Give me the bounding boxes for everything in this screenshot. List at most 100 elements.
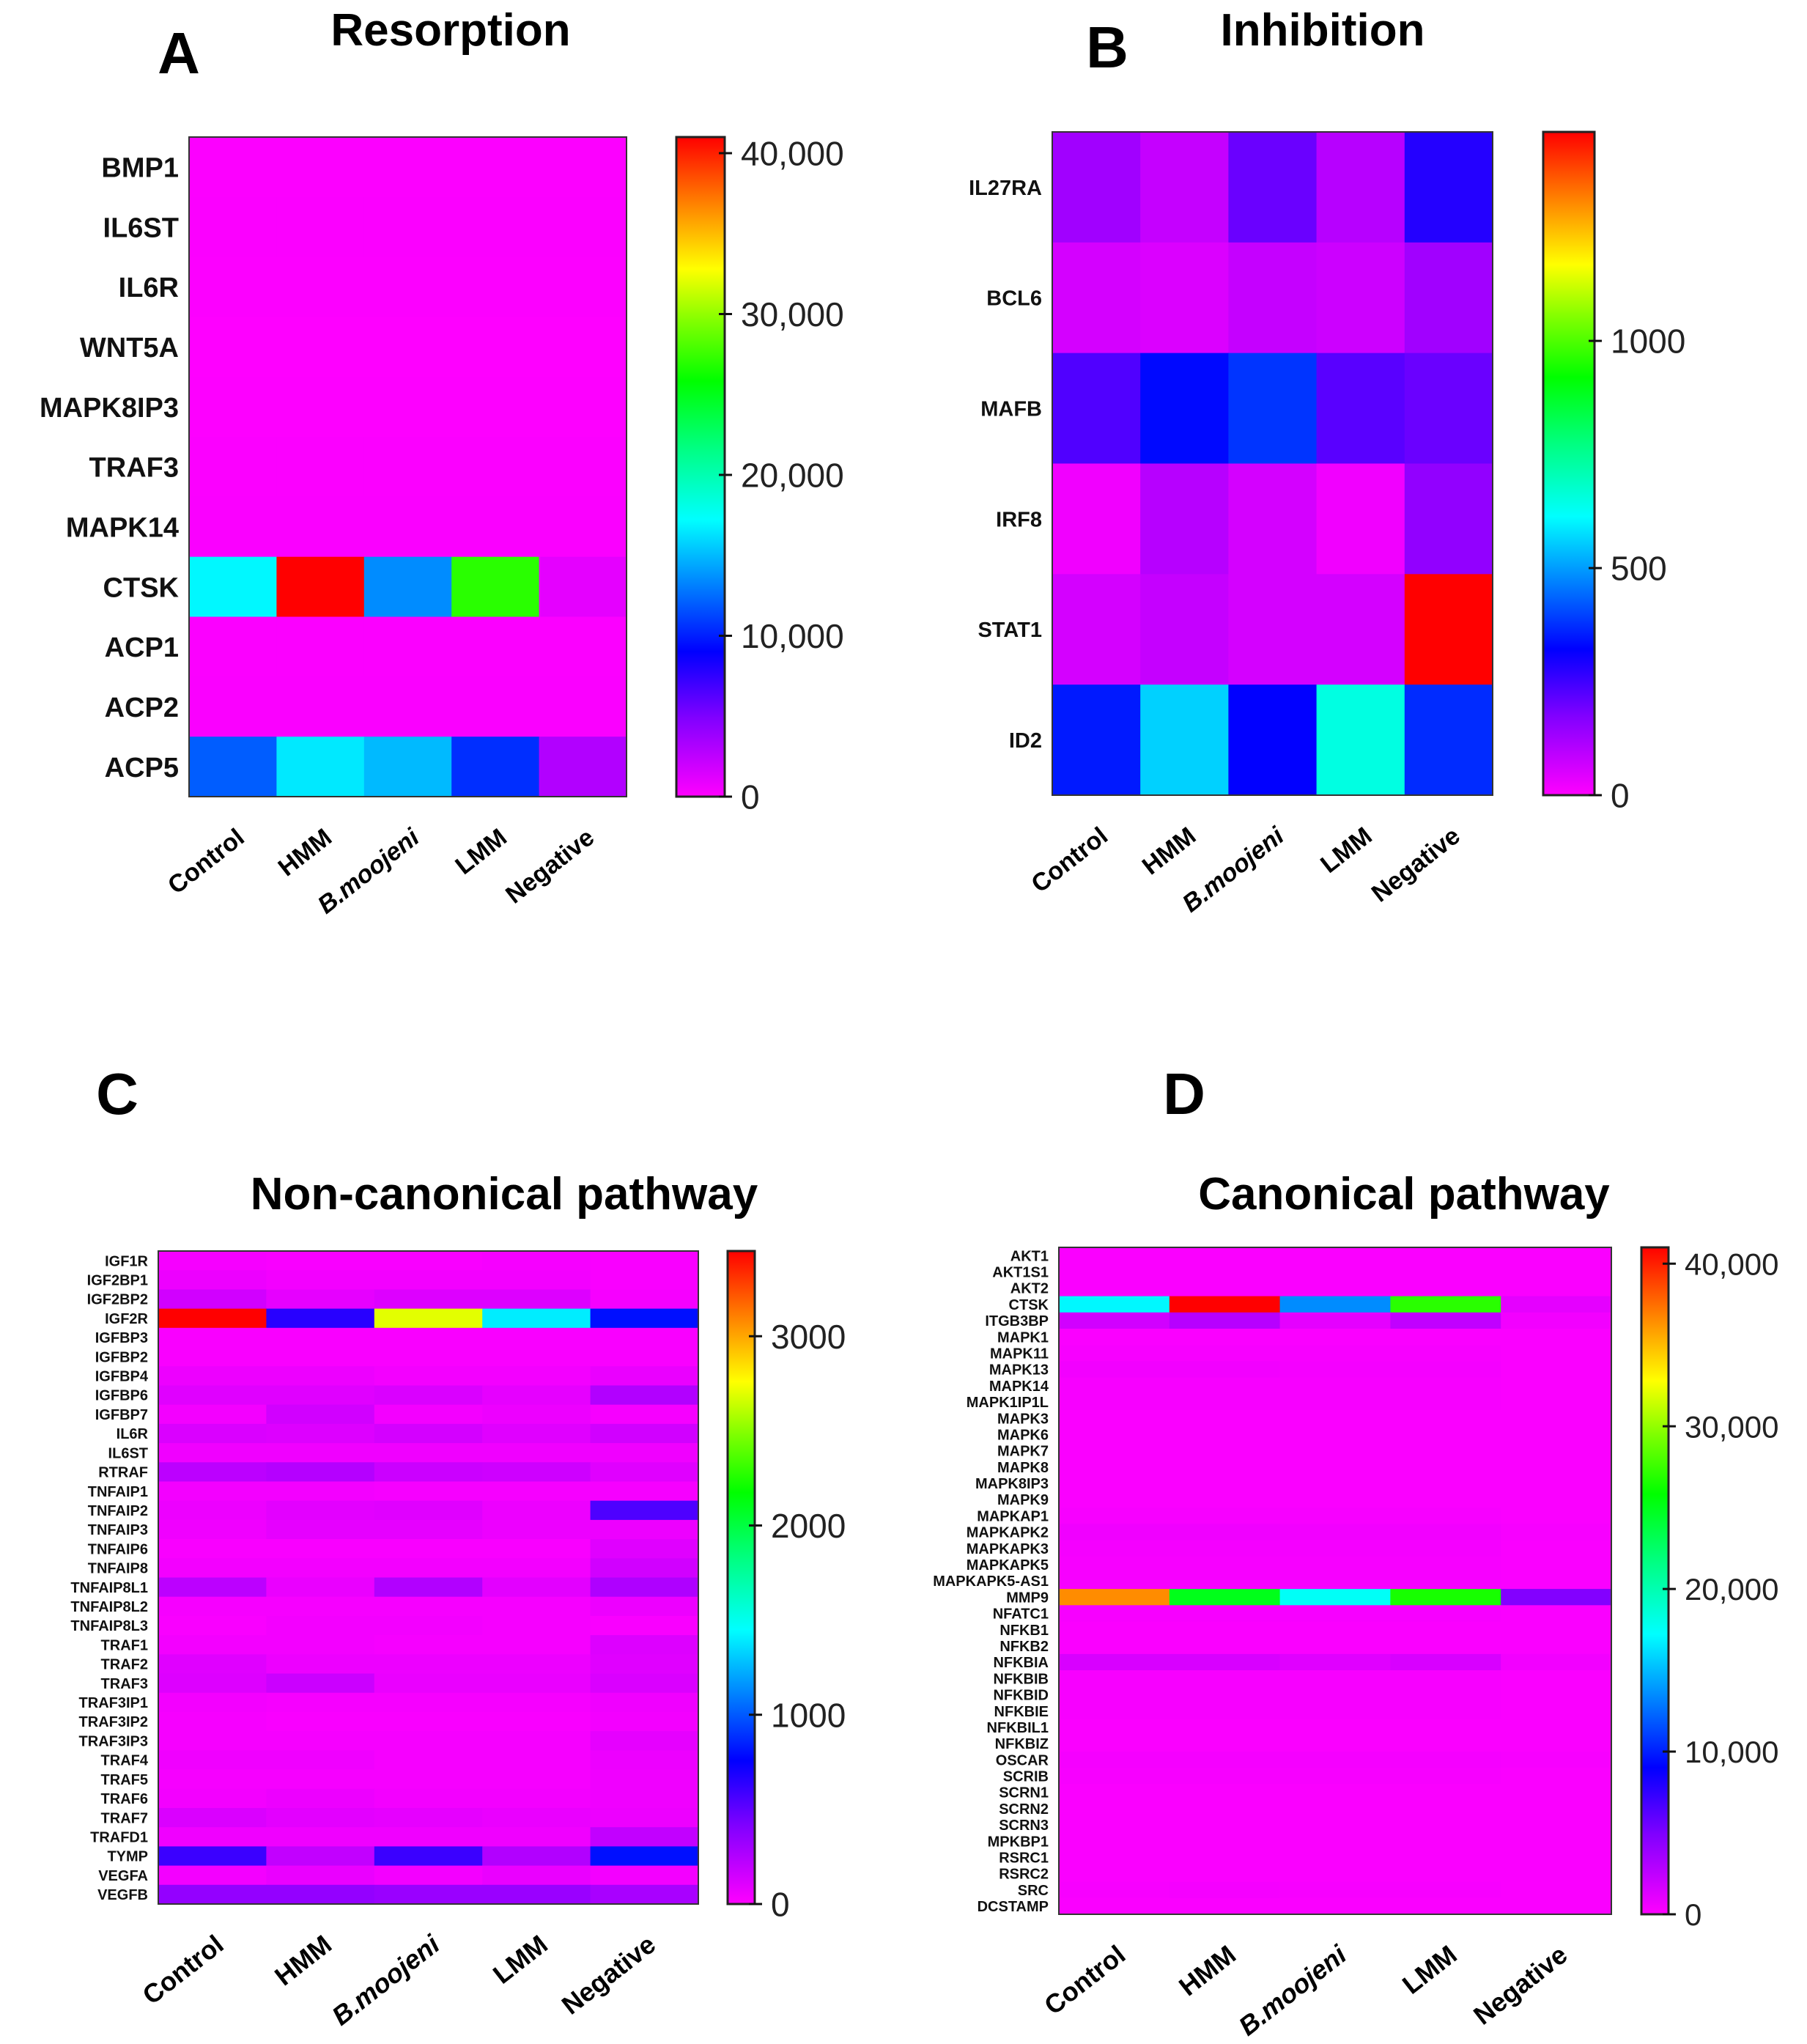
heatmap-cell [590, 1692, 699, 1713]
heatmap-cell [1279, 1800, 1391, 1818]
heatmap-cell [1279, 1670, 1391, 1687]
row-label: RSRC2 [999, 1867, 1049, 1883]
heatmap-cell [1390, 1816, 1501, 1834]
heatmap-cell [1279, 1312, 1391, 1329]
heatmap-cell [1059, 1524, 1170, 1541]
row-label: MAPK14 [66, 513, 179, 544]
heatmap-cell [276, 437, 365, 498]
heatmap-cell [266, 1404, 375, 1425]
heatmap-cell [1404, 685, 1493, 796]
colorbar-tick-label: 40,000 [1685, 1247, 1778, 1281]
row-label: IGFBP6 [95, 1388, 148, 1404]
heatmap-cell [1140, 574, 1229, 685]
heatmap-cell [374, 1251, 483, 1271]
colorbar-tick-label: 3000 [771, 1318, 846, 1356]
heatmap-cell [1059, 1719, 1170, 1736]
panel-title: Non-canonical pathway [251, 1169, 758, 1220]
heatmap-cell [1169, 1686, 1281, 1704]
heatmap-cell [1140, 353, 1229, 465]
heatmap-cell [276, 737, 365, 797]
row-label: MAFB [980, 398, 1042, 421]
row-label: SCRN1 [999, 1785, 1049, 1801]
heatmap-cell [482, 1788, 591, 1809]
column-label: Control [163, 823, 250, 899]
heatmap-cell [266, 1366, 375, 1387]
heatmap-cell [374, 1615, 483, 1636]
heatmap-cell [1404, 353, 1493, 465]
heatmap-cell [158, 1635, 267, 1655]
heatmap-cell [1279, 1508, 1391, 1524]
heatmap-cell [158, 1462, 267, 1483]
heatmap-cell [1279, 1328, 1391, 1346]
heatmap-cell [266, 1827, 375, 1847]
heatmap-cell [276, 377, 365, 438]
heatmap-cell [158, 1731, 267, 1751]
panel-a: A Resorption BMP1 IL6ST IL6R WNT5A MAPK8IP3 TRA… [40, 5, 844, 919]
heatmap-cell [266, 1308, 375, 1329]
row-label: RTRAF [98, 1465, 148, 1481]
heatmap-cell [590, 1596, 699, 1617]
heatmap-cell [1169, 1247, 1281, 1264]
heatmap-cell [1228, 685, 1318, 796]
heatmap-cell [1169, 1540, 1281, 1557]
colorbar-tick-label: 20,000 [741, 457, 844, 495]
heatmap-cell [1279, 1280, 1391, 1297]
column-label: Control [137, 1929, 229, 2010]
heatmap-cell [1059, 1442, 1170, 1460]
row-label: VEGFB [97, 1887, 148, 1903]
row-label: TRAF3 [101, 1676, 148, 1692]
heatmap-cell [1169, 1312, 1281, 1329]
row-label: TNFAIP8L1 [70, 1580, 148, 1596]
heatmap-cell [482, 1827, 591, 1847]
heatmap-cell [590, 1404, 699, 1425]
heatmap-cell [266, 1270, 375, 1291]
heatmap-cell [590, 1635, 699, 1655]
heatmap-cell [1169, 1426, 1281, 1443]
heatmap-cell [374, 1750, 483, 1771]
row-label: TNFAIP1 [88, 1484, 148, 1500]
heatmap-cell [1279, 1702, 1391, 1720]
heatmap-cell [1279, 1897, 1391, 1915]
heatmap-cell [266, 1500, 375, 1521]
row-label: MAPKAPK3 [967, 1541, 1049, 1557]
column-label: Negative [1468, 1939, 1573, 2031]
heatmap-cell [1316, 242, 1405, 354]
heatmap-cell [1501, 1296, 1612, 1313]
column-label: LMM [1315, 822, 1377, 879]
heatmap-cell [189, 317, 277, 377]
heatmap-cell [1059, 1653, 1170, 1671]
heatmap-cell [158, 1251, 267, 1271]
heatmap-cell [1501, 1865, 1612, 1883]
heatmap-cell [158, 1865, 267, 1886]
heatmap-cell [1501, 1719, 1612, 1736]
row-label: MAPK8 [997, 1460, 1049, 1476]
heatmap-cell [1279, 1540, 1391, 1557]
heatmap-cell [451, 737, 540, 797]
heatmap-cell [590, 1519, 699, 1540]
heatmap-cell [158, 1807, 267, 1828]
colorbar-tick-label: 0 [1685, 1897, 1701, 1932]
heatmap-cell [482, 1673, 591, 1694]
heatmap-cell [1390, 1621, 1501, 1639]
row-label: SCRN2 [999, 1801, 1049, 1818]
heatmap-cell [482, 1443, 591, 1463]
heatmap-cell [482, 1807, 591, 1828]
heatmap-cell [1059, 1426, 1170, 1443]
heatmap-cell [1279, 1426, 1391, 1443]
heatmap-cell [1390, 1670, 1501, 1687]
heatmap-cell [158, 1750, 267, 1771]
heatmap-cell [158, 1327, 267, 1348]
heatmap-cell [1501, 1442, 1612, 1460]
heatmap-cell [1501, 1524, 1612, 1541]
heatmap-cell [482, 1596, 591, 1617]
heatmap-cell [374, 1270, 483, 1291]
heatmap-cell [482, 1347, 591, 1367]
heatmap-cell [1279, 1605, 1391, 1623]
heatmap-cell [482, 1654, 591, 1675]
heatmap-cell [374, 1327, 483, 1348]
row-label: MAPK1 [997, 1329, 1049, 1346]
heatmap-cell [1279, 1377, 1391, 1395]
heatmap-cell [1390, 1784, 1501, 1801]
colorbar [1542, 130, 1596, 797]
heatmap-cell [1501, 1491, 1612, 1508]
